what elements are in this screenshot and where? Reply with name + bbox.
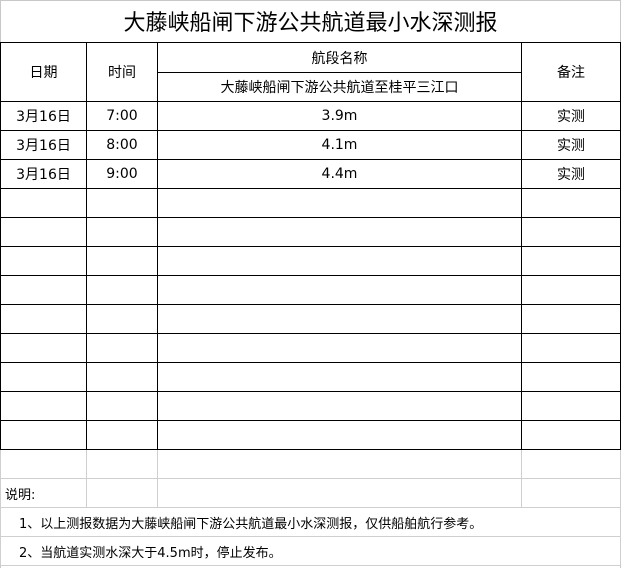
report-title: 大藤峡船闸下游公共航道最小水深测报: [123, 11, 498, 36]
cell-time: [86, 304, 158, 334]
blank-cell: [520, 449, 621, 479]
empty-row: [0, 275, 621, 305]
empty-row: [0, 304, 621, 334]
header-section-label: 航段名称: [157, 42, 522, 73]
blank-cell: [157, 478, 522, 508]
empty-row: [0, 217, 621, 247]
cell-remark: [520, 420, 621, 450]
cell-time: 7:00: [86, 101, 158, 131]
header-section-name: 大藤峡船闸下游公共航道至桂平三江口: [157, 72, 522, 102]
blank-cell: [520, 478, 621, 508]
cell-date: [0, 275, 87, 305]
empty-row: [0, 188, 621, 218]
cell-remark: [520, 188, 621, 218]
cell-time: [86, 217, 158, 247]
blank-cell: [86, 478, 158, 508]
cell-remark: 实测: [520, 101, 621, 131]
cell-depth: 4.4m: [157, 159, 522, 189]
cell-date: [0, 188, 87, 218]
cell-time: [86, 362, 158, 392]
cell-remark: [520, 217, 621, 247]
cell-time: [86, 246, 158, 276]
header-time: 时间: [86, 42, 158, 102]
cell-date: 3月16日: [0, 159, 87, 189]
cell-depth: [157, 246, 522, 276]
empty-row: [0, 246, 621, 276]
cell-depth: [157, 304, 522, 334]
cell-remark: [520, 246, 621, 276]
cell-date: [0, 246, 87, 276]
cell-date: 3月16日: [0, 130, 87, 160]
cell-depth: [157, 188, 522, 218]
cell-depth: [157, 391, 522, 421]
note-item: 1、以上测报数据为大藤峡船闸下游公共航道最小水深测报，仅供船舶航行参考。: [0, 507, 621, 537]
cell-remark: 实测: [520, 130, 621, 160]
cell-date: [0, 362, 87, 392]
cell-depth: [157, 333, 522, 363]
cell-time: 9:00: [86, 159, 158, 189]
cell-depth: [157, 275, 522, 305]
empty-row: [0, 391, 621, 421]
cell-remark: [520, 333, 621, 363]
cell-date: [0, 391, 87, 421]
blank-cell: [0, 449, 87, 479]
note-item: 2、当航道实测水深大于4.5m时，停止发布。: [0, 536, 621, 566]
cell-remark: [520, 391, 621, 421]
cell-date: [0, 217, 87, 247]
cell-time: [86, 333, 158, 363]
header-date: 日期: [0, 42, 87, 102]
blank-cell: [86, 449, 158, 479]
cell-remark: [520, 304, 621, 334]
cell-time: 8:00: [86, 130, 158, 160]
cell-depth: 4.1m: [157, 130, 522, 160]
cell-date: 3月16日: [0, 101, 87, 131]
table-row: 3月16日 8:00 4.1m 实测: [0, 130, 621, 160]
cell-remark: [520, 362, 621, 392]
cell-depth: 3.9m: [157, 101, 522, 131]
cell-depth: [157, 362, 522, 392]
header-remark: 备注: [520, 42, 621, 102]
table-row: 3月16日 7:00 3.9m 实测: [0, 101, 621, 131]
cell-time: [86, 420, 158, 450]
cell-time: [86, 188, 158, 218]
empty-row: [0, 420, 621, 450]
cell-date: [0, 304, 87, 334]
cell-depth: [157, 420, 522, 450]
notes-label: 说明:: [0, 478, 87, 508]
cell-remark: [520, 275, 621, 305]
table-row: 3月16日 9:00 4.4m 实测: [0, 159, 621, 189]
empty-row: [0, 362, 621, 392]
cell-depth: [157, 217, 522, 247]
cell-date: [0, 420, 87, 450]
blank-cell: [157, 449, 522, 479]
empty-row: [0, 333, 621, 363]
cell-time: [86, 391, 158, 421]
cell-time: [86, 275, 158, 305]
cell-date: [0, 333, 87, 363]
cell-remark: 实测: [520, 159, 621, 189]
